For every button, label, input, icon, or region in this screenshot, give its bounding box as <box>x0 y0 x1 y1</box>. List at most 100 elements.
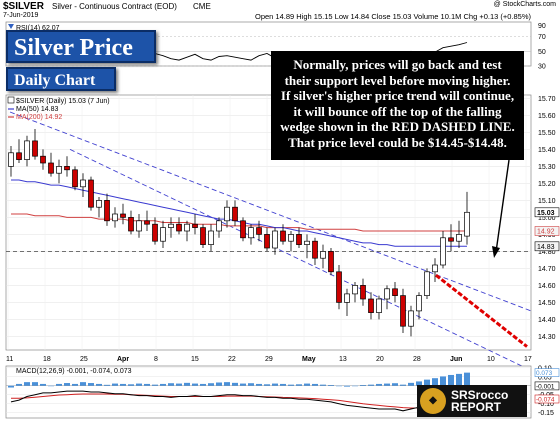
price-tick-label: 14.50 <box>538 300 556 307</box>
wedge-upper-line <box>9 111 532 312</box>
candle-body <box>56 166 62 174</box>
macd-value-label: -0.001 <box>536 383 555 390</box>
annotation-box: Normally, prices will go back and test t… <box>271 51 524 160</box>
candle-body <box>144 220 150 225</box>
daily-chart-badge: Daily Chart <box>6 67 116 91</box>
candle-body <box>376 298 382 313</box>
date-tick-label: 29 <box>265 356 273 363</box>
logo-emblem-icon: ◆ <box>420 388 446 414</box>
arrow-head-icon <box>492 246 500 258</box>
candle-body <box>112 213 118 222</box>
macd-histogram-bar <box>176 383 182 386</box>
macd-histogram-bar <box>40 383 46 386</box>
rsi-tick-label: 70 <box>538 34 546 41</box>
logo-line-2: REPORT <box>451 400 502 414</box>
candle-body <box>88 179 94 208</box>
candle-body <box>192 223 198 228</box>
macd-histogram-bar <box>216 382 222 386</box>
price-tick-label: 14.80 <box>538 249 556 256</box>
macd-panel: 0.100.050.00-0.05-0.10-0.15MACD(12,26,9)… <box>5 365 560 419</box>
macd-label-box <box>534 394 560 404</box>
logo-line-1: SRSrocco <box>451 388 509 402</box>
price-tick-label: 14.70 <box>538 266 556 273</box>
macd-histogram-bar <box>136 383 142 386</box>
macd-value-label: -0.074 <box>536 396 555 403</box>
date-tick-label: 15 <box>191 356 199 363</box>
candle-body <box>304 240 310 245</box>
silver-price-badge: Silver Price <box>6 30 156 63</box>
annotation-arrow <box>495 159 510 253</box>
macd-histogram-bar <box>56 383 62 386</box>
macd-histogram-bar <box>392 383 398 386</box>
price-tick-label: 14.60 <box>538 283 556 290</box>
candle-body <box>24 140 30 160</box>
macd-histogram-bar <box>248 383 254 386</box>
candle-body <box>184 223 190 232</box>
macd-histogram-bar <box>160 383 166 386</box>
price-label: 15.03 <box>537 210 555 217</box>
macd-histogram-bar <box>400 384 406 386</box>
price-label: 14.92 <box>537 229 555 236</box>
candle-body <box>368 298 374 313</box>
candle-body <box>208 230 214 245</box>
macd-histogram-bar <box>168 383 174 386</box>
macd-histogram-bar <box>352 385 358 387</box>
price-label-box <box>534 207 560 218</box>
date-tick-label: Apr <box>117 356 129 363</box>
price-tick-label: 15.20 <box>538 181 556 188</box>
macd-histogram-bar <box>384 383 390 386</box>
candle-body <box>384 288 390 300</box>
macd-legend: MACD(12,26,9) -0.001, -0.074, 0.073 <box>16 368 132 375</box>
macd-histogram-bar <box>192 383 198 386</box>
macd-tick-label: -0.15 <box>538 410 554 417</box>
macd-histogram-bar <box>96 383 102 386</box>
candle-body <box>248 227 254 239</box>
candle-body <box>224 206 230 222</box>
date-tick-label: 10 <box>487 356 495 363</box>
candle-body <box>448 237 454 242</box>
price-tick-label: 15.40 <box>538 147 556 154</box>
ticker-description: Silver - Continuous Contract (EOD) <box>52 2 177 11</box>
date-tick-label: 22 <box>228 356 236 363</box>
ticker-symbol: $SILVER <box>3 1 44 12</box>
chart-date: 7-Jun-2019 <box>3 12 39 19</box>
macd-histogram-bar <box>72 383 78 386</box>
wedge-lower-line <box>69 148 532 371</box>
macd-histogram-bar <box>144 383 150 386</box>
macd-line <box>10 385 468 412</box>
macd-histogram-bar <box>296 384 302 386</box>
macd-histogram-bar <box>376 383 382 386</box>
price-tick-label: 15.30 <box>538 164 556 171</box>
macd-histogram-bar <box>360 385 366 386</box>
candle-body <box>104 200 110 222</box>
exchange-label: CME <box>193 2 211 11</box>
rsi-tick-label: 30 <box>538 64 546 71</box>
date-tick-label: 13 <box>339 356 347 363</box>
price-tick-label: 15.70 <box>538 96 556 103</box>
candle-body <box>352 285 358 295</box>
ma50-line <box>11 179 467 247</box>
candle-body <box>400 295 406 327</box>
macd-label-box <box>534 381 560 391</box>
price-label-box <box>534 226 560 236</box>
price-tick-label: 15.10 <box>538 198 556 205</box>
quote-line: Open 14.89 High 15.15 Low 14.84 Close 15… <box>255 12 532 21</box>
candle-body <box>424 271 430 296</box>
macd-histogram-bar <box>8 385 14 388</box>
macd-histogram-bar <box>184 382 190 386</box>
candle-body <box>16 152 22 160</box>
macd-tick-label: 0.05 <box>538 374 552 381</box>
macd-histogram-bar <box>224 382 230 386</box>
macd-histogram-bar <box>152 384 158 386</box>
macd-histogram-bar <box>432 378 438 386</box>
candle-body <box>296 234 302 245</box>
candle-body <box>256 227 262 235</box>
price-tick-label: 15.60 <box>538 113 556 120</box>
candle-body <box>72 169 78 188</box>
candle-body <box>280 230 286 242</box>
macd-histogram-bar <box>416 381 422 386</box>
rsi-tick-label: 90 <box>538 23 546 30</box>
candle-body <box>128 217 134 232</box>
candle-body <box>48 162 54 174</box>
date-tick-label: 11 <box>6 356 13 363</box>
